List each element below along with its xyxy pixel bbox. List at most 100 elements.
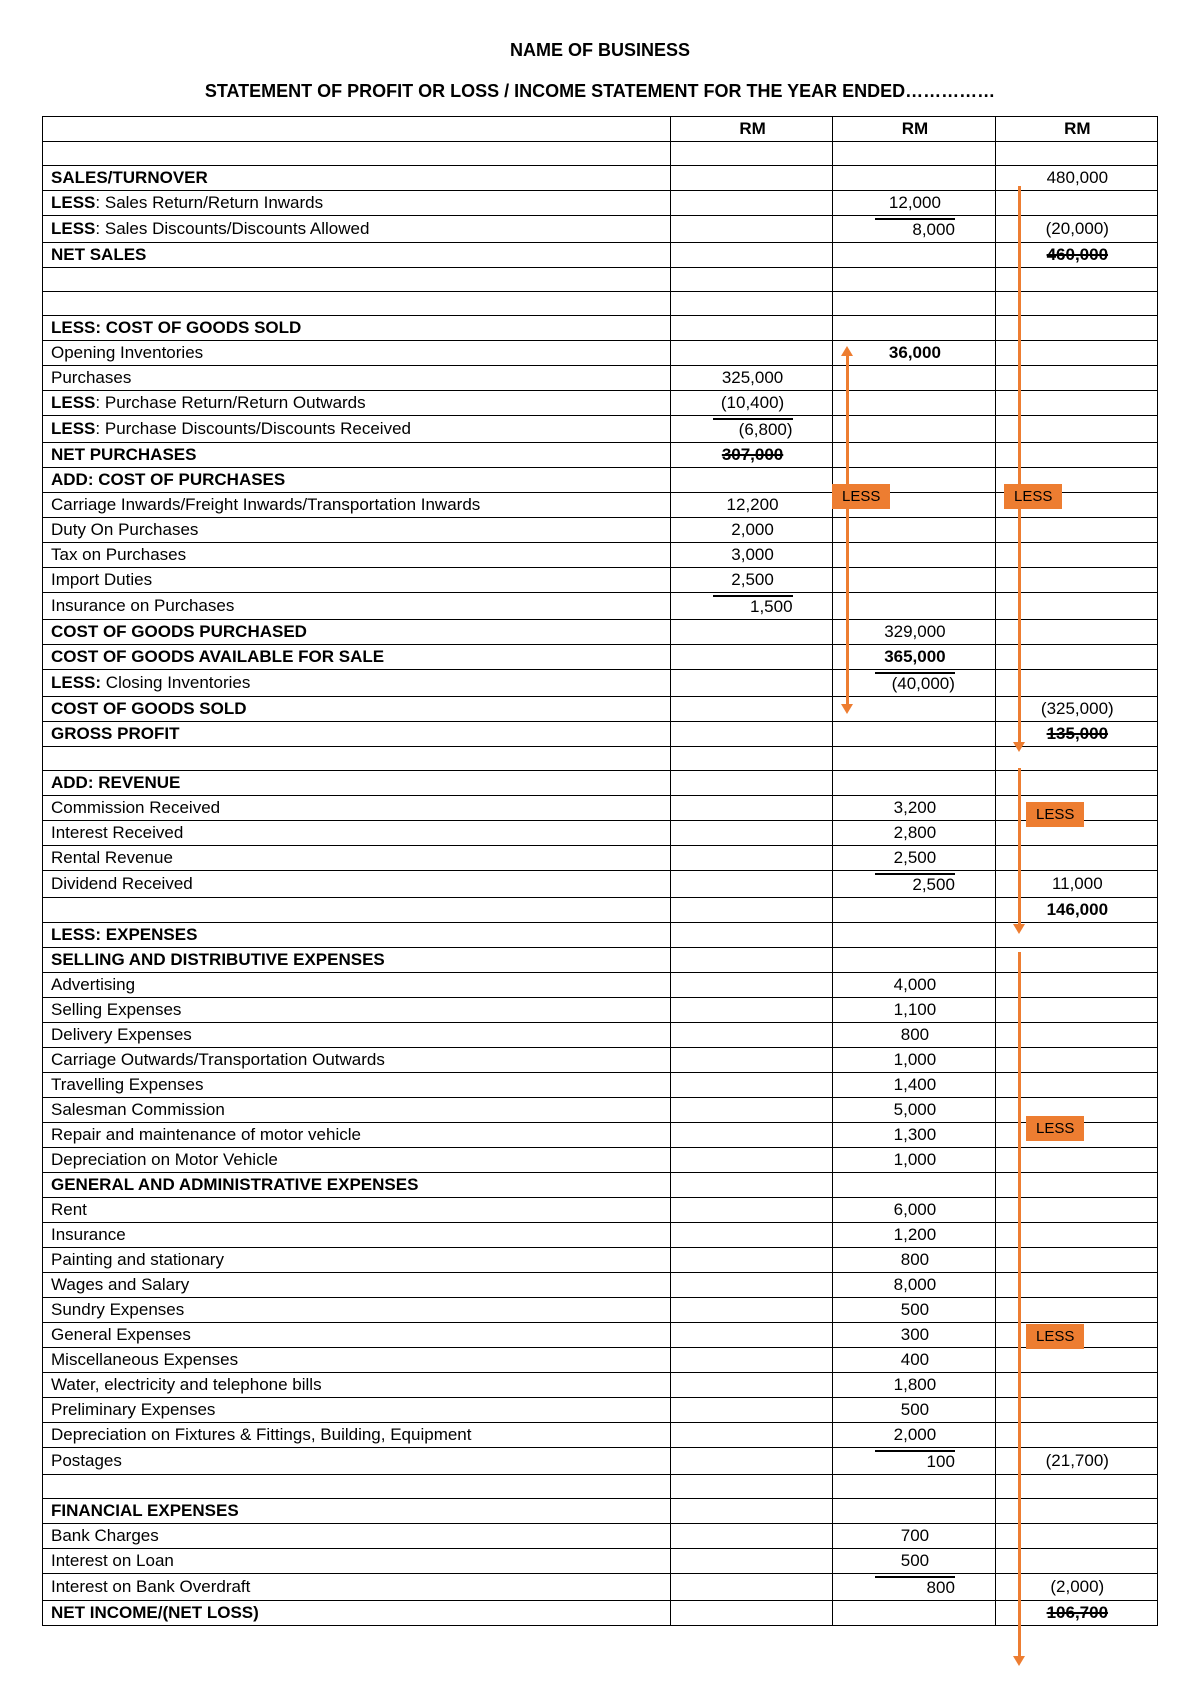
table-row: Rent6,000 (43, 1198, 1158, 1223)
row-label: NET PURCHASES (43, 443, 671, 468)
row-c1 (670, 1499, 832, 1524)
row-c3 (995, 568, 1157, 593)
row-c1: 1,500 (670, 593, 832, 620)
row-c2: 400 (833, 1348, 995, 1373)
row-c2 (833, 166, 995, 191)
row-c1 (670, 796, 832, 821)
row-c3 (995, 821, 1157, 846)
row-c1 (670, 142, 832, 166)
table-row: Depreciation on Motor Vehicle1,000 (43, 1148, 1158, 1173)
table-row: Import Duties2,500 (43, 568, 1158, 593)
table-row: Travelling Expenses1,400 (43, 1073, 1158, 1098)
row-c3: 480,000 (995, 166, 1157, 191)
row-c2 (833, 268, 995, 292)
row-c1 (670, 191, 832, 216)
table-row (43, 268, 1158, 292)
table-row: Bank Charges700 (43, 1524, 1158, 1549)
row-c1 (670, 1549, 832, 1574)
row-label: LESS: EXPENSES (43, 923, 671, 948)
row-c2: 1,200 (833, 1223, 995, 1248)
row-label: Painting and stationary (43, 1248, 671, 1273)
row-label: Bank Charges (43, 1524, 671, 1549)
row-label: Commission Received (43, 796, 671, 821)
col-header-3: RM (995, 117, 1157, 142)
table-row: Delivery Expenses800 (43, 1023, 1158, 1048)
row-label: COST OF GOODS PURCHASED (43, 620, 671, 645)
table-row: Opening Inventories36,000 (43, 341, 1158, 366)
row-c3 (995, 1549, 1157, 1574)
row-c1 (670, 1475, 832, 1499)
row-c1 (670, 1223, 832, 1248)
row-c1 (670, 973, 832, 998)
table-row: 146,000 (43, 898, 1158, 923)
row-label: Rent (43, 1198, 671, 1223)
row-c2: 800 (833, 1574, 995, 1601)
row-c2 (833, 391, 995, 416)
business-name: NAME OF BUSINESS (42, 40, 1158, 61)
row-c2 (833, 923, 995, 948)
row-c3 (995, 468, 1157, 493)
table-row (43, 1475, 1158, 1499)
row-label: Delivery Expenses (43, 1023, 671, 1048)
row-label: Duty On Purchases (43, 518, 671, 543)
row-c1 (670, 1373, 832, 1398)
table-row: Insurance on Purchases1,500 (43, 593, 1158, 620)
row-c2: 1,800 (833, 1373, 995, 1398)
table-row: COST OF GOODS PURCHASED 329,000 (43, 620, 1158, 645)
row-label: LESS: Purchase Discounts/Discounts Recei… (43, 416, 671, 443)
row-label: Advertising (43, 973, 671, 998)
row-label: Water, electricity and telephone bills (43, 1373, 671, 1398)
row-label: GROSS PROFIT (43, 722, 671, 747)
table-row: LESS: Closing Inventories(40,000) (43, 670, 1158, 697)
row-c3 (995, 973, 1157, 998)
row-c3: 11,000 (995, 871, 1157, 898)
row-label: Depreciation on Motor Vehicle (43, 1148, 671, 1173)
row-c3 (995, 1298, 1157, 1323)
row-c3 (995, 670, 1157, 697)
row-c3 (995, 1048, 1157, 1073)
row-c1 (670, 1048, 832, 1073)
row-c1 (670, 468, 832, 493)
row-c3: (21,700) (995, 1448, 1157, 1475)
table-row: LESS: COST OF GOODS SOLD (43, 316, 1158, 341)
row-c2 (833, 898, 995, 923)
table-row: COST OF GOODS AVAILABLE FOR SALE365,000 (43, 645, 1158, 670)
row-c3: 146,000 (995, 898, 1157, 923)
row-label: SALES/TURNOVER (43, 166, 671, 191)
table-row: LESS: EXPENSES (43, 923, 1158, 948)
row-c1 (670, 341, 832, 366)
row-c3 (995, 1348, 1157, 1373)
row-c2: 329,000 (833, 620, 995, 645)
table-row: Selling Expenses1,100 (43, 998, 1158, 1023)
header-row: RM RM RM (43, 117, 1158, 142)
row-c1 (670, 1524, 832, 1549)
row-c1 (670, 216, 832, 243)
row-c2: 500 (833, 1298, 995, 1323)
row-c3 (995, 747, 1157, 771)
row-c3: 106,700 (995, 1601, 1157, 1626)
row-label: Insurance (43, 1223, 671, 1248)
row-c2 (833, 292, 995, 316)
table-row: Duty On Purchases2,000 (43, 518, 1158, 543)
table-row: Preliminary Expenses500 (43, 1398, 1158, 1423)
row-label: Depreciation on Fixtures & Fittings, Bui… (43, 1423, 671, 1448)
row-c2 (833, 443, 995, 468)
row-c1 (670, 821, 832, 846)
row-label: Dividend Received (43, 871, 671, 898)
row-c1: 2,500 (670, 568, 832, 593)
row-c3: 460,000 (995, 243, 1157, 268)
row-c2 (833, 1601, 995, 1626)
row-c2: 100 (833, 1448, 995, 1475)
table-row: ADD: REVENUE (43, 771, 1158, 796)
row-c1 (670, 670, 832, 697)
row-c1 (670, 1273, 832, 1298)
row-c3 (995, 1023, 1157, 1048)
row-c3 (995, 543, 1157, 568)
table-row (43, 747, 1158, 771)
row-c3 (995, 1475, 1157, 1499)
row-label: Carriage Inwards/Freight Inwards/Transpo… (43, 493, 671, 518)
row-label: Interest on Bank Overdraft (43, 1574, 671, 1601)
row-label: FINANCIAL EXPENSES (43, 1499, 671, 1524)
row-c3 (995, 443, 1157, 468)
row-c2 (833, 493, 995, 518)
